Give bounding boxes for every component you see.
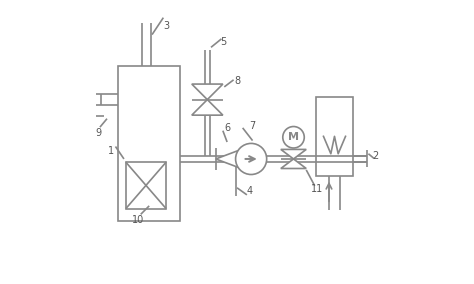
Text: 8: 8	[234, 76, 240, 86]
Text: 3: 3	[163, 21, 169, 31]
Text: 2: 2	[373, 151, 379, 161]
Polygon shape	[192, 100, 223, 115]
Bar	[126, 162, 166, 209]
Polygon shape	[281, 159, 306, 168]
Circle shape	[283, 127, 304, 148]
Bar	[316, 97, 353, 176]
Text: 7: 7	[249, 122, 255, 131]
Text: 1: 1	[108, 146, 114, 156]
Polygon shape	[281, 149, 306, 159]
Text: M: M	[288, 132, 299, 142]
Circle shape	[236, 143, 267, 174]
Text: 11: 11	[311, 184, 324, 194]
Polygon shape	[216, 148, 244, 170]
Text: 6: 6	[224, 123, 230, 133]
Text: 4: 4	[246, 186, 253, 196]
Bar	[118, 66, 181, 221]
Polygon shape	[192, 84, 223, 100]
Text: 5: 5	[220, 37, 227, 47]
Text: 10: 10	[132, 215, 144, 225]
Text: 9: 9	[95, 128, 101, 138]
